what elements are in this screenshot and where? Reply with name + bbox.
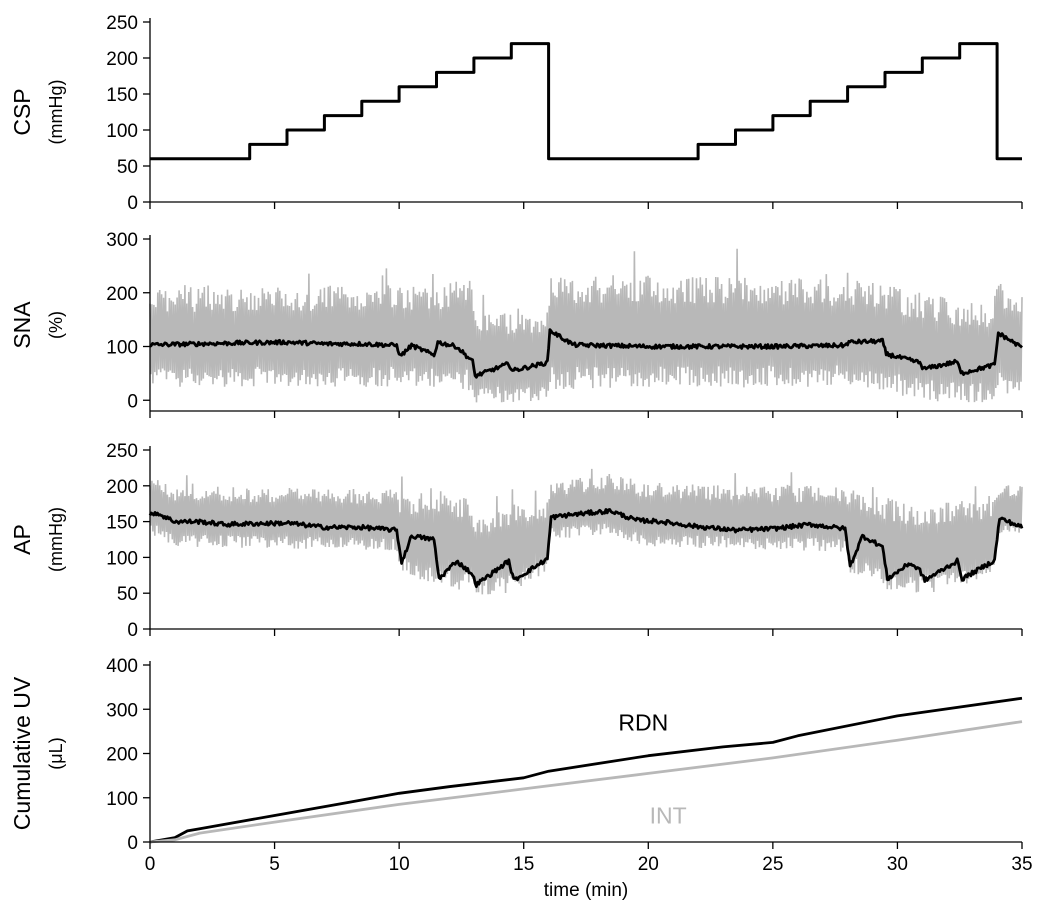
y-tick-label: 150 xyxy=(106,85,138,106)
y-axis-label: CSP xyxy=(9,88,35,135)
panel-sna: 0 100 200 300 SNA (%) xyxy=(9,230,1023,418)
y-tick-label: 100 xyxy=(106,789,138,810)
series-mean xyxy=(148,508,1024,589)
y-tick-label: 300 xyxy=(106,230,138,251)
y-tick-label: 150 xyxy=(106,513,138,534)
y-tick-label: 100 xyxy=(106,548,138,569)
y-tick-label: 200 xyxy=(106,284,138,305)
series-rdn xyxy=(149,696,1023,844)
y-tick-label: 200 xyxy=(106,49,138,70)
x-tick-label: 20 xyxy=(638,854,659,875)
series-range-band xyxy=(149,248,1023,403)
y-tick-label: 250 xyxy=(106,13,138,34)
y-tick-label: 300 xyxy=(106,700,138,721)
series-mean xyxy=(149,328,1023,379)
series-range-band xyxy=(149,468,1023,595)
y-axis-label: AP xyxy=(9,524,35,555)
y-tick-label: 200 xyxy=(106,477,138,498)
y-tick-label: 0 xyxy=(127,620,138,641)
x-axis-label: time (min) xyxy=(544,880,628,901)
annotation-int: INT xyxy=(650,802,687,828)
y-axis-label: SNA xyxy=(9,301,35,349)
y-axis-label: Cumulative UV xyxy=(9,676,35,830)
x-tick-label: 25 xyxy=(762,854,783,875)
series-int xyxy=(149,720,1023,844)
panel-cumulative-uv: 0 100 200 300 400 0 5 10 15 20 25 30 35 time (min) Cum… xyxy=(9,656,1033,901)
y-tick-label: 200 xyxy=(106,745,138,766)
y-tick-label: 50 xyxy=(117,157,138,178)
x-tick-label: 30 xyxy=(887,854,908,875)
y-tick-label: 400 xyxy=(106,656,138,677)
panel-csp: 0 50 100 150 200 250 CSP (mmHg) xyxy=(9,13,1023,214)
y-tick-label: 50 xyxy=(117,584,138,605)
y-axis-unit: (mmHg) xyxy=(46,80,66,145)
y-axis-unit: (mmHg) xyxy=(46,507,66,572)
y-tick-label: 0 xyxy=(127,193,138,214)
x-tick-label: 5 xyxy=(269,854,280,875)
y-axis-unit: (μL) xyxy=(46,737,66,769)
panel-ap: 0 50 100 150 200 250 AP (mmHg) xyxy=(9,441,1024,641)
y-tick-label: 250 xyxy=(106,441,138,462)
y-tick-label: 100 xyxy=(106,338,138,359)
y-tick-label: 100 xyxy=(106,121,138,142)
series-step xyxy=(150,42,1022,161)
x-tick-label: 0 xyxy=(145,854,156,875)
y-axis-unit: (%) xyxy=(46,311,66,339)
y-tick-label: 0 xyxy=(127,833,138,854)
y-tick-label: 0 xyxy=(127,391,138,412)
x-tick-label: 35 xyxy=(1011,854,1032,875)
annotation-rdn: RDN xyxy=(618,710,668,736)
x-tick-label: 10 xyxy=(389,854,410,875)
x-tick-label: 15 xyxy=(513,854,534,875)
